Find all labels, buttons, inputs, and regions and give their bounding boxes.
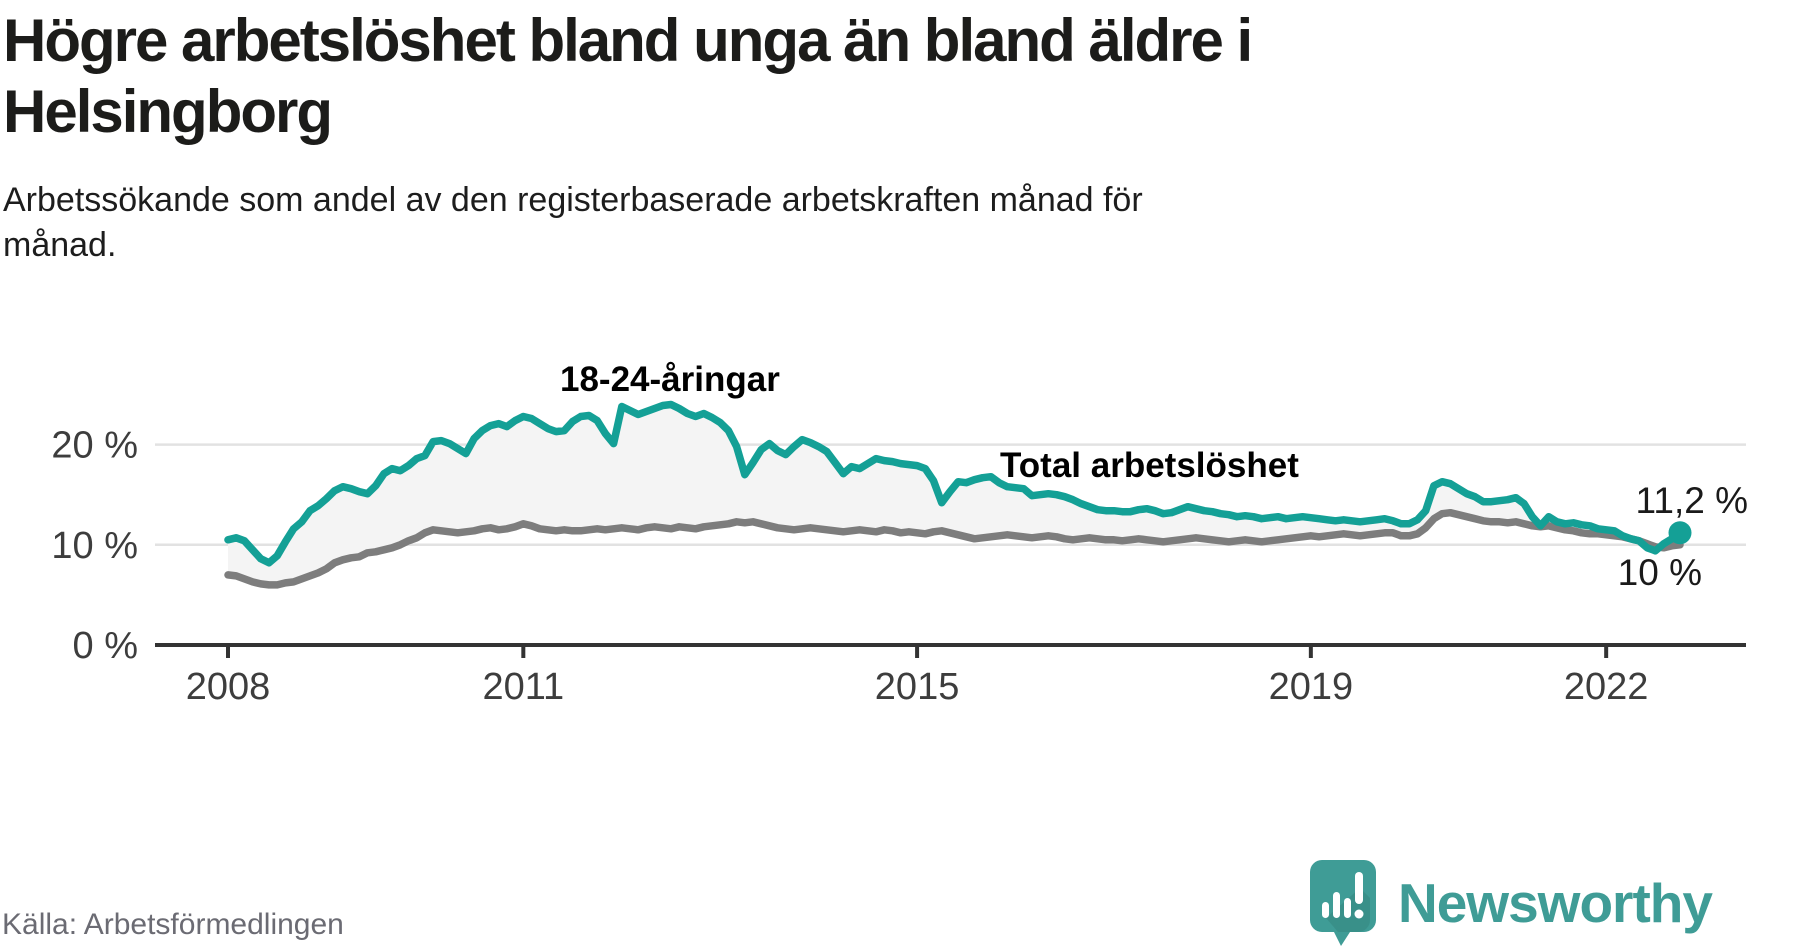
newsworthy-logo-icon [1310, 860, 1376, 946]
axis-tick-labels: 0 % 10 % 20 % 2008 2011 2015 2019 2022 [51, 425, 1648, 708]
svg-text:2011: 2011 [482, 666, 564, 708]
svg-text:2008: 2008 [186, 666, 271, 708]
x-axis [155, 643, 1746, 658]
svg-text:20 %: 20 % [51, 425, 138, 467]
last-value-dot [1668, 521, 1692, 545]
youth-unemployment-line [224, 400, 1684, 567]
svg-text:0 %: 0 % [73, 625, 138, 667]
gridlines [155, 443, 1746, 547]
page-subtitle: Arbetssökande som andel av den registerb… [3, 181, 1143, 264]
area-between-series [228, 404, 1680, 585]
end-value-label-youth: 11,2 % [1635, 480, 1748, 521]
series-label-total: Total arbetslöshet [1000, 446, 1299, 485]
svg-text:10 %: 10 % [51, 525, 138, 567]
brand-lockup: Newsworthy [1308, 858, 1713, 948]
series-label-youth: 18-24-åringar [560, 360, 780, 399]
source-note: Källa: Arbetsförmedlingen [2, 908, 344, 941]
svg-text:2022: 2022 [1564, 666, 1649, 708]
end-value-label-total: 10 % [1617, 552, 1702, 593]
svg-text:2015: 2015 [875, 666, 960, 708]
page-title: Högre arbetslöshet bland unga än bland ä… [3, 7, 1253, 145]
svg-text:2019: 2019 [1269, 666, 1354, 708]
total-unemployment-line [224, 508, 1684, 589]
brand-name: Newsworthy [1398, 872, 1713, 934]
